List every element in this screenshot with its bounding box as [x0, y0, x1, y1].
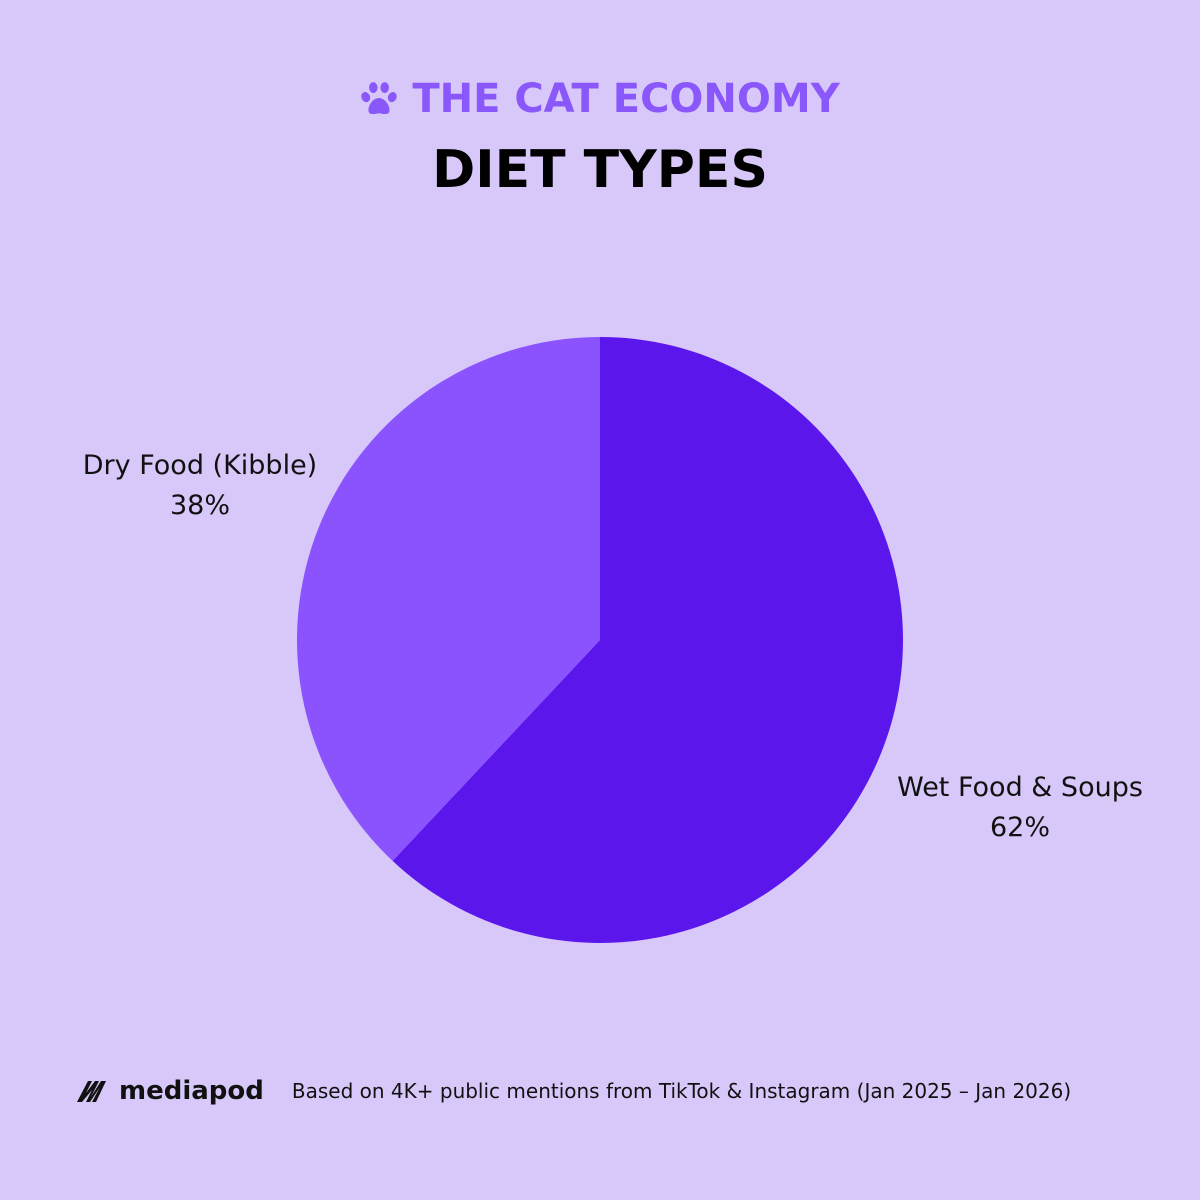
brand-name: mediapod: [119, 1076, 264, 1106]
label-dry-food: Dry Food (Kibble) 38%: [50, 446, 350, 526]
pie-slice-wet-food: [392, 337, 903, 943]
paw-icon: [361, 82, 398, 115]
label-wet-food-value: 62%: [989, 812, 1050, 843]
chart-kicker: THE CAT ECONOMY: [0, 76, 1200, 122]
label-wet-food: Wet Food & Soups 62%: [870, 768, 1170, 848]
page-title: DIET TYPES: [432, 140, 768, 200]
label-wet-food-name: Wet Food & Soups: [897, 772, 1143, 803]
label-dry-food-name: Dry Food (Kibble): [82, 450, 318, 481]
pie-slice-dry-food: [296, 336, 600, 861]
kicker-text: THE CAT ECONOMY: [412, 76, 840, 122]
source-note: Based on 4K+ public mentions from TikTok…: [291, 1079, 1072, 1103]
brand-logo: mediapod: [75, 1076, 264, 1106]
label-dry-food-value: 38%: [169, 490, 230, 521]
mediapod-logo-icon: [77, 1081, 106, 1102]
footer: mediapod Based on 4K+ public mentions fr…: [75, 1076, 1071, 1106]
